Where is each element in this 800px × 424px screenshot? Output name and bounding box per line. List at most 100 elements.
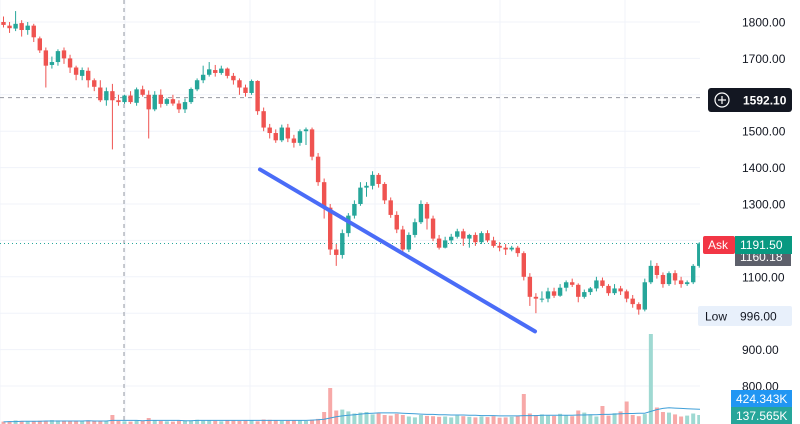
volume-bar: [43, 421, 48, 424]
volume-bar: [322, 412, 327, 424]
candle: [364, 182, 369, 197]
volume-bar: [291, 420, 296, 424]
candle: [509, 245, 514, 252]
candle: [672, 270, 678, 285]
volume-bar: [673, 414, 678, 424]
candle: [455, 228, 460, 239]
candle: [352, 200, 357, 219]
volume-bar: [164, 421, 169, 424]
axis-tick-label: 900.00: [742, 343, 779, 357]
crosshair-price-tag: 1592.10: [708, 88, 792, 112]
volume-bar: [104, 420, 109, 424]
candle: [479, 231, 484, 245]
volume-bar: [225, 420, 230, 424]
candle: [563, 280, 569, 292]
volume-bar: [316, 418, 321, 424]
volume-bar: [406, 416, 411, 424]
trendline[interactable]: [258, 167, 537, 334]
volume-bar: [7, 421, 12, 424]
volume-bar: [80, 421, 85, 424]
volume-bar: [558, 413, 563, 424]
candle: [430, 215, 436, 242]
volume-bar: [564, 415, 569, 424]
volume-bar: [654, 407, 659, 424]
candle: [497, 242, 502, 252]
candle: [13, 11, 18, 32]
volume-bar: [467, 416, 472, 424]
plus-circle-icon[interactable]: [714, 92, 730, 108]
volume-bar: [19, 421, 24, 424]
candle: [684, 280, 690, 286]
candle: [164, 97, 170, 106]
volume-bar: [612, 413, 617, 424]
low-label: Low: [705, 310, 727, 324]
candle: [73, 65, 79, 81]
volume-bar: [231, 420, 236, 424]
volume-bar: [400, 415, 405, 424]
candle: [321, 178, 327, 219]
candle: [158, 89, 163, 108]
volume-bar: [195, 419, 200, 424]
volume-bar: [25, 421, 30, 424]
volume-bar: [485, 417, 490, 424]
volume-bar: [261, 419, 266, 424]
candle: [449, 233, 454, 245]
volume-bars: [1, 334, 708, 424]
volume-bar: [62, 421, 66, 424]
volume-bar: [630, 415, 635, 424]
candle: [461, 228, 466, 246]
candle: [533, 293, 539, 314]
volume-bar: [443, 416, 448, 424]
volume-bar: [370, 414, 375, 424]
volume-bar: [219, 421, 224, 424]
volume-bar: [98, 421, 103, 424]
candle: [612, 284, 617, 295]
volume-bar: [418, 415, 423, 424]
axis-tick-label: 1400.00: [742, 161, 786, 175]
axis-tick-label: 1300.00: [742, 198, 786, 212]
volume-bar: [249, 420, 254, 424]
candle: [303, 127, 309, 146]
candle: [346, 213, 351, 237]
candle: [382, 182, 387, 204]
candle: [79, 67, 85, 81]
candle: [551, 287, 557, 298]
candle: [67, 54, 73, 73]
price-axis[interactable]: 1800.001700.001600.001500.001400.001300.…: [700, 0, 800, 424]
volume-bar: [110, 415, 115, 424]
volume-bar: [297, 420, 302, 424]
candle: [152, 91, 157, 112]
candle: [188, 87, 194, 104]
volume-bar: [13, 420, 18, 424]
candle: [200, 65, 206, 84]
candle: [406, 232, 412, 253]
candle: [110, 83, 115, 150]
volume-bar: [328, 388, 333, 424]
candle: [691, 264, 696, 285]
volume-bar: [116, 421, 121, 424]
volume-bar: [68, 421, 73, 424]
volume-bar: [358, 412, 363, 424]
candle: [394, 211, 399, 234]
candle: [291, 134, 297, 148]
candle: [588, 286, 593, 295]
candle: [630, 295, 635, 308]
candle: [134, 87, 139, 106]
candle: [273, 129, 278, 143]
candle: [1, 16, 6, 28]
volume-bar: [685, 415, 690, 424]
candle: [140, 85, 145, 97]
volume-bar: [55, 420, 60, 424]
volume-bar: [527, 413, 532, 424]
volume-bar: [213, 421, 218, 424]
grid-lines: [0, 0, 700, 424]
volume-bar: [146, 418, 151, 424]
candle: [279, 124, 284, 143]
candle: [25, 22, 30, 35]
candle: [213, 64, 218, 77]
candles: [1, 11, 702, 315]
volume-bar: [158, 421, 163, 424]
volume-bar: [134, 420, 139, 424]
candle: [309, 127, 315, 161]
